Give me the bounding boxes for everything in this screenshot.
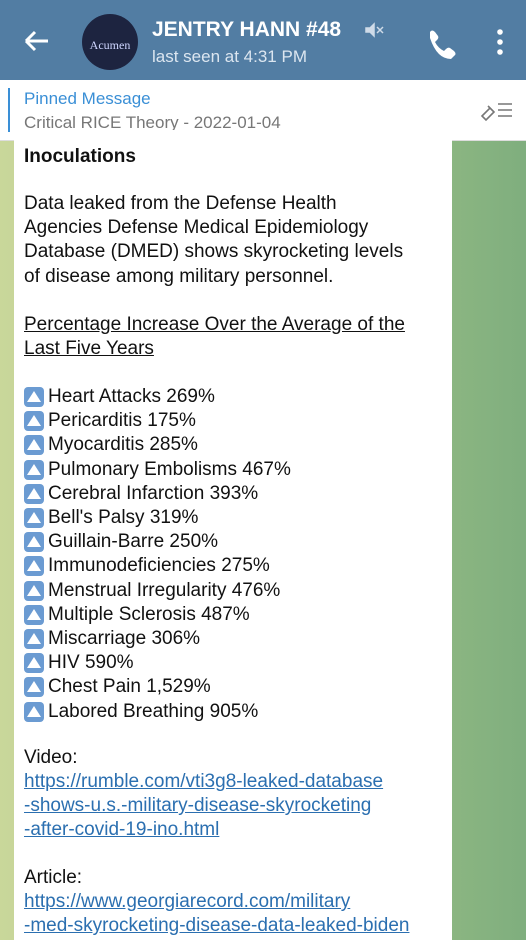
- list-item: Heart Attacks 269%: [48, 386, 215, 407]
- list-heading: Percentage Increase Over the Average of …: [24, 314, 405, 335]
- up-arrow-emoji: [24, 701, 44, 722]
- list-item: Labored Breathing 905%: [48, 700, 259, 722]
- up-arrow-emoji: [24, 483, 44, 504]
- top-bar: Acumen JENTRY HANN #48 last seen at 4:31…: [0, 0, 526, 80]
- list-item: Chest Pain 1,529%: [48, 676, 211, 698]
- header-icons: [24, 14, 503, 70]
- up-arrow-emoji: [24, 411, 44, 432]
- call-icon[interactable]: [430, 30, 456, 60]
- up-arrow-emoji: [24, 459, 44, 480]
- video-link[interactable]: -shows-u.s.-military-disease-skyrocketin…: [24, 795, 372, 817]
- list-item: Bell's Palsy 319%: [48, 507, 199, 528]
- article-link[interactable]: -med-skyrocketing-disease-data-leaked-bi…: [24, 915, 410, 937]
- chat-name[interactable]: JENTRY HANN #48: [152, 18, 342, 41]
- chat-status: last seen at 4:31 PM: [152, 47, 307, 66]
- up-arrow-emoji: [24, 604, 44, 625]
- up-arrow-emoji: [24, 653, 44, 674]
- up-arrow-emoji: [24, 508, 44, 528]
- up-arrow-emoji: [24, 435, 44, 456]
- list-item: Menstrual Irregularity 476%: [48, 579, 281, 601]
- pinned-text: Critical RICE Theory - 2022-01-04: [24, 113, 281, 132]
- list-item: Cerebral Infarction 393%: [48, 482, 259, 504]
- pin-accent: [8, 88, 10, 132]
- paragraph-line: of disease among military personnel.: [24, 265, 334, 287]
- paragraph-line: Database (DMED) shows skyrocketing level…: [24, 241, 404, 263]
- list-item: Immunodeficiencies 275%: [48, 555, 270, 577]
- list-item: Myocarditis 285%: [48, 434, 198, 456]
- list-item: Multiple Sclerosis 487%: [48, 603, 250, 625]
- pin-list-icon[interactable]: [478, 96, 518, 126]
- paragraph-line: Data leaked from the Defense Health: [24, 193, 337, 214]
- list-item: Guillain-Barre 250%: [48, 531, 219, 553]
- video-link[interactable]: -after-covid-19-ino.html: [24, 819, 220, 841]
- list-item: Pericarditis 175%: [48, 410, 196, 432]
- up-arrow-emoji: [24, 387, 44, 407]
- article-link[interactable]: https://www.georgiarecord.com/military: [24, 891, 351, 912]
- menu-icon[interactable]: [497, 49, 503, 55]
- list-item: HIV 590%: [48, 652, 134, 674]
- list-item: Pulmonary Embolisms 467%: [48, 458, 291, 480]
- list-item: Miscarriage 306%: [48, 628, 201, 649]
- video-link[interactable]: https://rumble.com/vti3g8-leaked-databas…: [24, 771, 384, 792]
- list-heading: Last Five Years: [24, 338, 154, 360]
- paragraph-line: Agencies Defense Medical Epidemiology: [24, 217, 369, 239]
- avatar-text: Acumen: [89, 38, 131, 52]
- up-arrow-emoji: [24, 556, 44, 577]
- up-arrow-emoji: [24, 677, 44, 698]
- up-arrow-emoji: [24, 532, 44, 553]
- avatar[interactable]: [82, 14, 138, 70]
- up-arrow-emoji: [24, 629, 44, 649]
- mute-icon: [365, 22, 384, 38]
- article-label: Article:: [24, 867, 83, 888]
- pinned-label: Pinned Message: [24, 89, 151, 108]
- message-bubble: [14, 130, 452, 940]
- video-label: Video:: [24, 747, 78, 768]
- up-arrow-emoji: [24, 580, 44, 601]
- back-arrow[interactable]: [24, 30, 48, 52]
- top-line: Inoculations: [24, 146, 136, 167]
